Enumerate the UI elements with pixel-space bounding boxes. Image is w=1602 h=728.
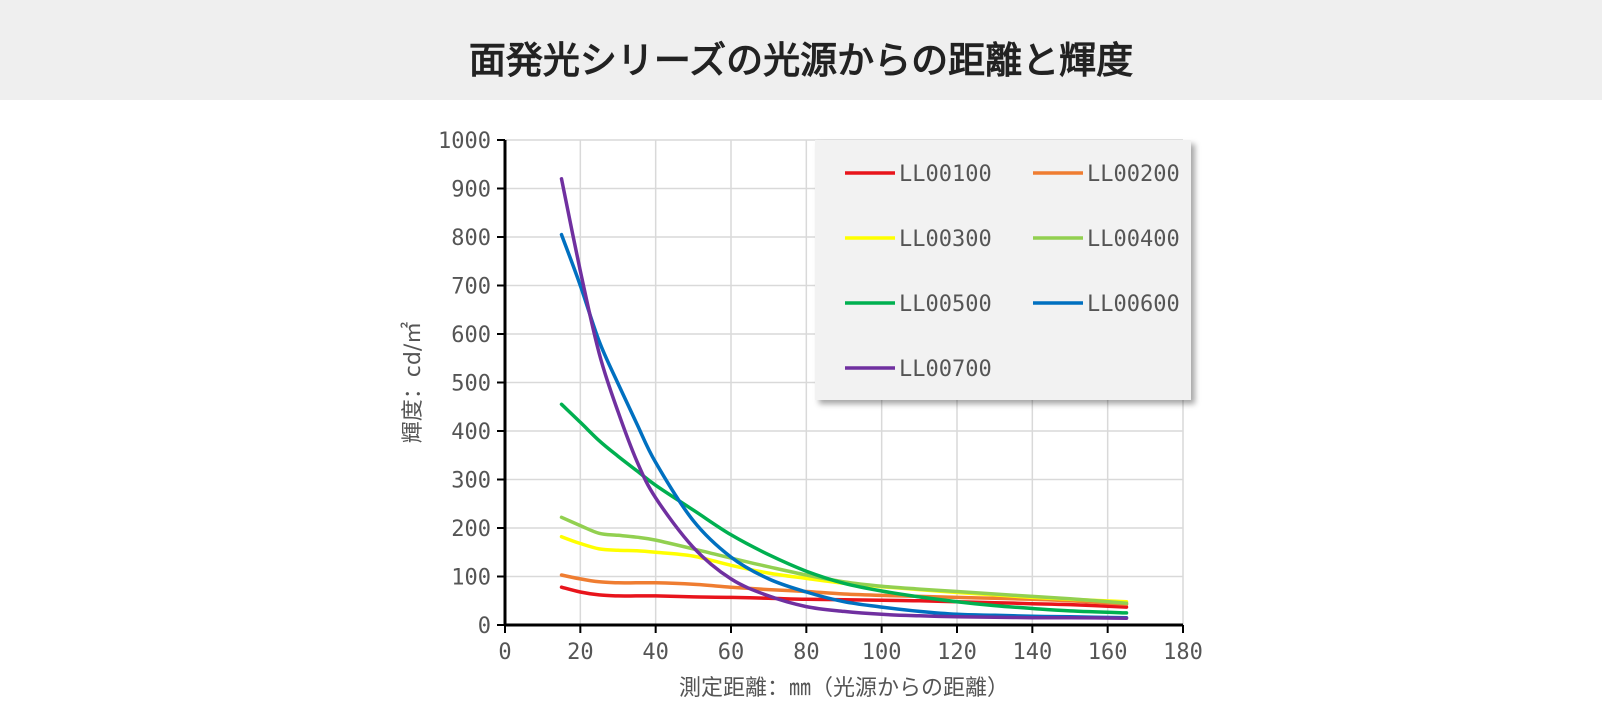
x-axis-title: 測定距離：㎜（光源からの距離） (679, 676, 1009, 701)
y-tick-label: 1000 (438, 129, 491, 154)
y-tick-label: 800 (451, 226, 491, 251)
x-tick-label: 120 (937, 640, 977, 665)
y-tick-label: 500 (451, 372, 491, 397)
legend-label-ll00600: LL00600 (1087, 292, 1180, 317)
legend-box (815, 140, 1191, 400)
x-tick-label: 80 (793, 640, 820, 665)
series-line-ll00500 (559, 402, 1129, 615)
legend-label-ll00700: LL00700 (899, 357, 992, 382)
legend: LL00100 LL00200 LL00300 LL00400 LL00500 LL006… (815, 140, 1191, 400)
y-axis-title: 輝度：cd/㎡ (400, 322, 426, 443)
y-tick-label: 900 (451, 178, 491, 203)
y-tick-label: 400 (451, 420, 491, 445)
series-line-ll00600 (559, 232, 1129, 620)
x-tick-label: 40 (642, 640, 669, 665)
series-line-ll00300 (559, 534, 1129, 604)
y-tick-label: 700 (451, 275, 491, 300)
y-tick-label: 300 (451, 469, 491, 494)
x-tick-label: 60 (718, 640, 745, 665)
x-tick-label: 160 (1088, 640, 1128, 665)
x-tick-label: 140 (1012, 640, 1052, 665)
x-tick-label: 100 (862, 640, 902, 665)
x-tick-label: 0 (498, 640, 511, 665)
y-tick-label: 600 (451, 323, 491, 348)
legend-label-ll00100: LL00100 (899, 162, 992, 187)
x-tick-label: 20 (567, 640, 594, 665)
y-tick-label: 100 (451, 566, 491, 591)
series-line-ll00100 (559, 585, 1129, 609)
title-bar: 面発光シリーズの光源からの距離と輝度 (0, 0, 1602, 100)
legend-label-ll00400: LL00400 (1087, 227, 1180, 252)
legend-label-ll00500: LL00500 (899, 292, 992, 317)
page-title: 面発光シリーズの光源からの距離と輝度 (468, 39, 1134, 82)
legend-label-ll00200: LL00200 (1087, 162, 1180, 187)
tick-labels: 0 100 200 300 400 500 600 700 800 900 1000 0 20 40 60 8… (438, 129, 1203, 665)
series-lines (559, 177, 1129, 620)
x-tick-label: 180 (1163, 640, 1203, 665)
axes (497, 139, 1184, 633)
series-line-ll00700 (559, 177, 1129, 620)
series-line-ll00200 (559, 573, 1129, 606)
y-tick-label: 200 (451, 517, 491, 542)
legend-label-ll00300: LL00300 (899, 227, 992, 252)
series-line-ll00400 (559, 515, 1129, 605)
y-tick-label: 0 (478, 614, 491, 639)
